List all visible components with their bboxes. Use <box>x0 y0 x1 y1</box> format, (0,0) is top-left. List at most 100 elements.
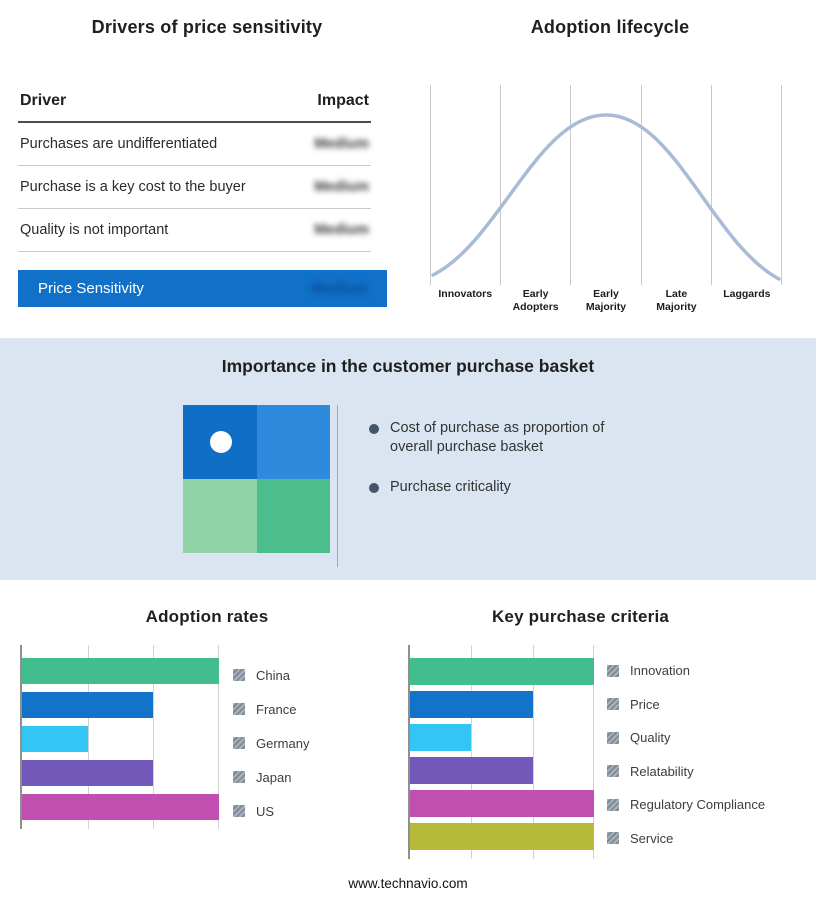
adoption-rates-legend: China France Germany Japan US <box>233 658 309 828</box>
legend-label: Germany <box>256 735 310 751</box>
legend-label: Quality <box>630 730 671 746</box>
gridline <box>87 645 89 829</box>
gridline <box>593 645 594 859</box>
adoption-lifecycle-chart <box>430 85 783 285</box>
legend-label: China <box>256 667 290 683</box>
legend-swatch-icon <box>607 798 619 811</box>
bell-curve <box>431 113 781 281</box>
bar-relatability <box>410 757 533 784</box>
bullet-icon <box>369 424 379 434</box>
driver-label: Purchases are undifferentiated <box>20 136 218 152</box>
legend-label: Price <box>630 696 660 712</box>
quadrant-matrix <box>183 405 330 553</box>
gridline <box>532 645 534 859</box>
key-purchase-criteria-legend: Innovation Price Quality Relatability Re… <box>607 654 765 855</box>
basket-bullets: Cost of purchase as proportion of overal… <box>369 419 631 518</box>
legend-label: France <box>256 701 297 717</box>
quadrant-top-right <box>256 405 330 479</box>
bar-price <box>410 691 533 718</box>
bar-innovation <box>410 658 594 685</box>
legend-item: Japan <box>233 760 309 794</box>
bar-quality <box>410 724 472 751</box>
quadrant-bottom-left <box>183 479 257 553</box>
drivers-table-header: Driver Impact <box>18 88 371 123</box>
column-header-driver: Driver <box>20 92 67 109</box>
legend-item: US <box>233 794 309 828</box>
bar-germany <box>22 726 88 752</box>
legend-swatch-icon <box>607 731 619 744</box>
column-header-impact: Impact <box>317 92 369 109</box>
impact-value: Medium <box>314 179 369 195</box>
bar-regulatory-compliance <box>410 790 594 817</box>
purchase-basket-band: Importance in the customer purchase bask… <box>0 338 816 580</box>
legend-item: Regulatory Compliance <box>607 788 765 822</box>
impact-value: Medium <box>314 136 369 152</box>
lifecycle-gridlines <box>430 85 783 285</box>
bar-france <box>22 692 154 718</box>
legend-swatch-icon <box>233 805 245 817</box>
key-purchase-criteria-chart <box>408 645 594 859</box>
gridline <box>153 645 155 829</box>
lifecycle-stage-labels: Innovators Early Adopters Early Majority… <box>430 288 782 313</box>
bullet-text: Cost of purchase as proportion of overal… <box>390 420 605 456</box>
price-sensitivity-label: Price Sensitivity <box>38 280 144 297</box>
bell-curve-path <box>431 113 781 281</box>
impact-value: Medium <box>314 222 369 238</box>
legend-swatch-icon <box>607 765 619 778</box>
bar-service <box>410 823 594 850</box>
table-row: Quality is not important Medium <box>18 209 371 252</box>
basket-title: Importance in the customer purchase bask… <box>221 356 595 376</box>
bullet-icon <box>369 483 379 494</box>
adoption-rates-title: Adoption rates <box>145 607 269 626</box>
bar-group <box>410 658 594 850</box>
legend-swatch-icon <box>233 737 245 749</box>
legend-swatch-icon <box>607 698 619 711</box>
lifecycle-title: Adoption lifecycle <box>530 17 690 37</box>
legend-item: Price <box>607 688 765 722</box>
legend-swatch-icon <box>233 703 245 715</box>
stage-label-laggards: Laggards <box>723 288 771 300</box>
price-sensitivity-row: Price Sensitivity Medium <box>18 270 387 307</box>
gridline <box>218 645 219 829</box>
bar-group <box>22 658 219 820</box>
legend-label: Relatability <box>630 763 694 779</box>
gridline <box>471 645 473 859</box>
quadrant-bottom-right <box>256 479 330 553</box>
legend-item: France <box>233 692 309 726</box>
table-row: Purchases are undifferentiated Medium <box>18 123 371 166</box>
legend-item: Germany <box>233 726 309 760</box>
legend-label: Japan <box>256 769 292 785</box>
bullet-text: Purchase criticality <box>390 479 511 496</box>
driver-label: Quality is not important <box>20 222 169 238</box>
gridline-column <box>430 85 500 285</box>
gridline-column <box>640 85 711 285</box>
legend-swatch-icon <box>233 669 245 681</box>
legend-label: Service <box>630 830 674 846</box>
price-sensitivity-value: Medium <box>311 280 368 297</box>
legend-swatch-icon <box>233 771 245 783</box>
legend-label: US <box>256 803 275 819</box>
stage-label-early-adopters: Early Adopters <box>512 288 559 313</box>
legend-item: Quality <box>607 721 765 755</box>
website-url: www.technavio.com <box>348 876 468 891</box>
marker-dot <box>210 431 232 453</box>
bar-japan <box>22 760 154 786</box>
legend-label: Regulatory Compliance <box>630 797 766 813</box>
key-purchase-criteria-title: Key purchase criteria <box>491 607 670 626</box>
bar-us <box>22 794 219 820</box>
gridline-column <box>710 85 783 285</box>
driver-label: Purchase is a key cost to the buyer <box>20 179 246 195</box>
legend-item: Relatability <box>607 755 765 789</box>
legend-swatch-icon <box>607 832 619 845</box>
legend-item: Innovation <box>607 654 765 688</box>
table-row: Purchase is a key cost to the buyer Medi… <box>18 166 371 209</box>
legend-item: Service <box>607 822 765 856</box>
legend-swatch-icon <box>607 664 619 677</box>
bar-china <box>22 658 219 684</box>
stage-label-innovators: Innovators <box>438 288 493 300</box>
gridline-column <box>570 85 640 285</box>
stage-label-late-majority: Late Majority <box>656 288 697 313</box>
bullet-item: Purchase criticality <box>369 478 631 497</box>
gridline-column <box>500 85 570 285</box>
